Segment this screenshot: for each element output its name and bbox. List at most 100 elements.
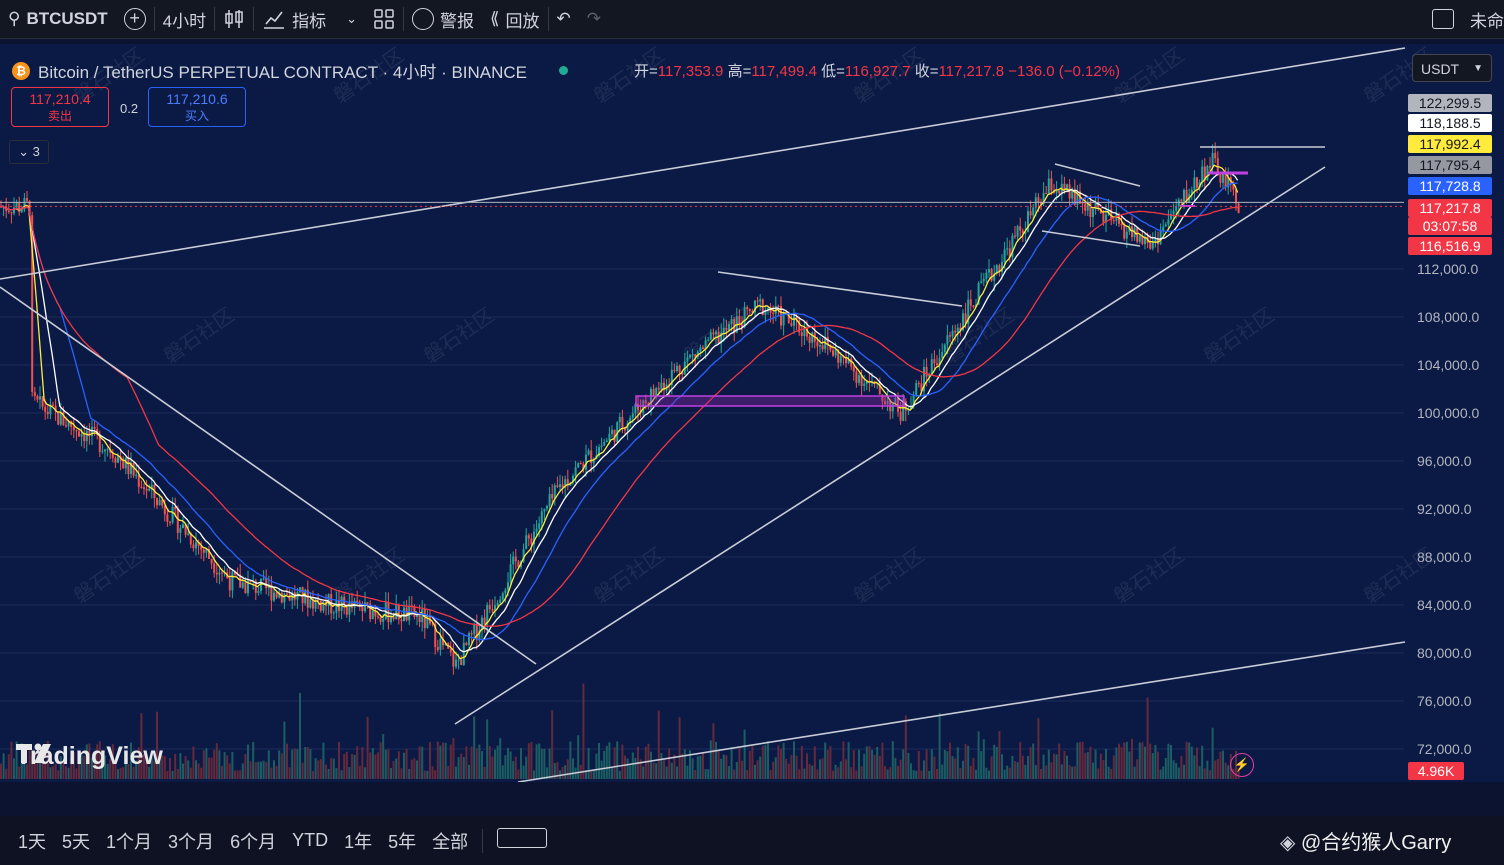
candle-body [397, 604, 400, 620]
trend-line[interactable] [717, 271, 963, 307]
redo-button[interactable]: ↷ [579, 0, 609, 38]
fullscreen-button[interactable] [1424, 0, 1462, 38]
volume-bar [748, 750, 751, 779]
candle-body [18, 202, 21, 213]
lightning-icon[interactable]: ⚡ [1230, 753, 1254, 777]
volume-bar [1138, 742, 1141, 779]
range-button-7[interactable]: 5年 [388, 831, 417, 852]
volume-bar [299, 692, 301, 779]
range-button-4[interactable]: 6个月 [230, 831, 277, 852]
candle-body [1224, 172, 1227, 188]
range-button-2[interactable]: 1个月 [106, 831, 153, 852]
candle-body [361, 606, 364, 612]
buy-button[interactable]: 117,210.6 买入 [148, 87, 246, 127]
candle-body [239, 574, 242, 588]
candle-body [551, 494, 554, 499]
volume-bar [1089, 746, 1092, 779]
candle-body [83, 434, 86, 442]
currency-select[interactable]: USDT ▼ [1412, 54, 1492, 82]
collapse-indicators-button[interactable]: ⌄ 3 [9, 140, 49, 164]
sell-button[interactable]: 117,210.4 卖出 [11, 87, 109, 127]
candle-body [210, 559, 213, 564]
candle-body [699, 347, 702, 352]
volume-bar [416, 760, 418, 779]
range-button-8[interactable]: 全部 [432, 831, 469, 852]
volume-bar [18, 766, 21, 779]
candle-body [577, 463, 580, 468]
volume-bar [930, 749, 933, 779]
date-range-button[interactable] [483, 828, 561, 853]
candle-body [865, 381, 868, 384]
candle-body [345, 605, 348, 615]
candle-body [759, 299, 762, 302]
candle-body [423, 609, 426, 629]
volume-bar [652, 762, 655, 779]
layout-name[interactable]: 未命 [1462, 0, 1504, 38]
candle-body [364, 602, 366, 612]
volume-bar [96, 744, 99, 779]
candle-body [1183, 189, 1185, 202]
alerts-button[interactable]: 警报 [404, 0, 482, 38]
candle-body [912, 395, 915, 407]
tradingview-logo[interactable]: TradingView [16, 742, 163, 771]
price-tick-label: 84,000.0 [1417, 597, 1472, 613]
trend-line[interactable] [0, 47, 1406, 280]
symbol-legend: ₿ Bitcoin / TetherUS PERPETUAL CONTRACT … [12, 58, 569, 83]
volume-bar [239, 770, 242, 779]
volume-bar [834, 764, 837, 779]
volume-bar [858, 749, 860, 779]
trend-line[interactable] [454, 166, 1326, 725]
candle-body [686, 357, 689, 362]
candle-body [57, 411, 60, 425]
close-value: 117,217.8 [938, 63, 1005, 80]
range-button-1[interactable]: 5天 [62, 831, 91, 852]
indicators-button[interactable]: 指标 ⌄ [254, 0, 365, 38]
volume-bar [169, 758, 171, 779]
volume-bar [1084, 752, 1087, 779]
range-button-6[interactable]: 1年 [344, 831, 373, 852]
volume-bar [878, 755, 881, 779]
layouts-button[interactable] [365, 0, 403, 38]
volume-bar [1058, 743, 1061, 779]
candle-body [959, 327, 962, 331]
volume-bar [522, 765, 525, 779]
moving-average-line [0, 182, 1238, 641]
candle-body [1203, 166, 1206, 181]
candle-body [891, 403, 894, 412]
volume-bar [686, 765, 689, 779]
range-button-3[interactable]: 3个月 [168, 831, 215, 852]
collapsed-count: 3 [32, 144, 40, 159]
range-button-0[interactable]: 1天 [18, 831, 47, 852]
volume-bar [842, 741, 845, 779]
sell-price: 117,210.4 [29, 91, 91, 107]
range-button-5[interactable]: YTD [292, 830, 329, 850]
compare-button[interactable]: + [116, 0, 154, 38]
chart-type-button[interactable] [215, 0, 253, 38]
trend-line[interactable] [0, 286, 537, 665]
trend-line[interactable] [1054, 163, 1141, 187]
replay-button[interactable]: ⟪ 回放 [482, 0, 547, 38]
candle-body [205, 549, 208, 553]
candle-body [265, 578, 268, 589]
volume-bar [494, 749, 496, 779]
volume-bar [925, 749, 928, 779]
volume-bar [249, 761, 252, 779]
undo-button[interactable]: ↶ [549, 0, 579, 38]
trend-line[interactable] [1041, 230, 1141, 247]
volume-bar [699, 755, 702, 779]
candle-body [795, 315, 798, 321]
price-tick-label: 76,000.0 [1417, 693, 1472, 709]
volume-bar [512, 761, 515, 779]
candle-body [834, 349, 837, 356]
trend-line[interactable] [517, 641, 1406, 782]
redo-icon: ↷ [586, 9, 602, 28]
symbol-search[interactable]: ⚲ BTCUSDT [0, 0, 116, 38]
volume-bar [10, 741, 13, 779]
interval-button[interactable]: 4小时 [155, 0, 214, 38]
support-zone-box[interactable] [635, 395, 905, 407]
volume-bar [200, 767, 203, 779]
volume-bar [1016, 762, 1019, 779]
candle-body [192, 544, 195, 549]
chart-pane[interactable]: 磐石社区 磐石社区 磐石社区 磐石社区 磐石社区 磐石社区 磐石社区 磐石社区 磐石社区 磐石社区… [0, 44, 1504, 782]
